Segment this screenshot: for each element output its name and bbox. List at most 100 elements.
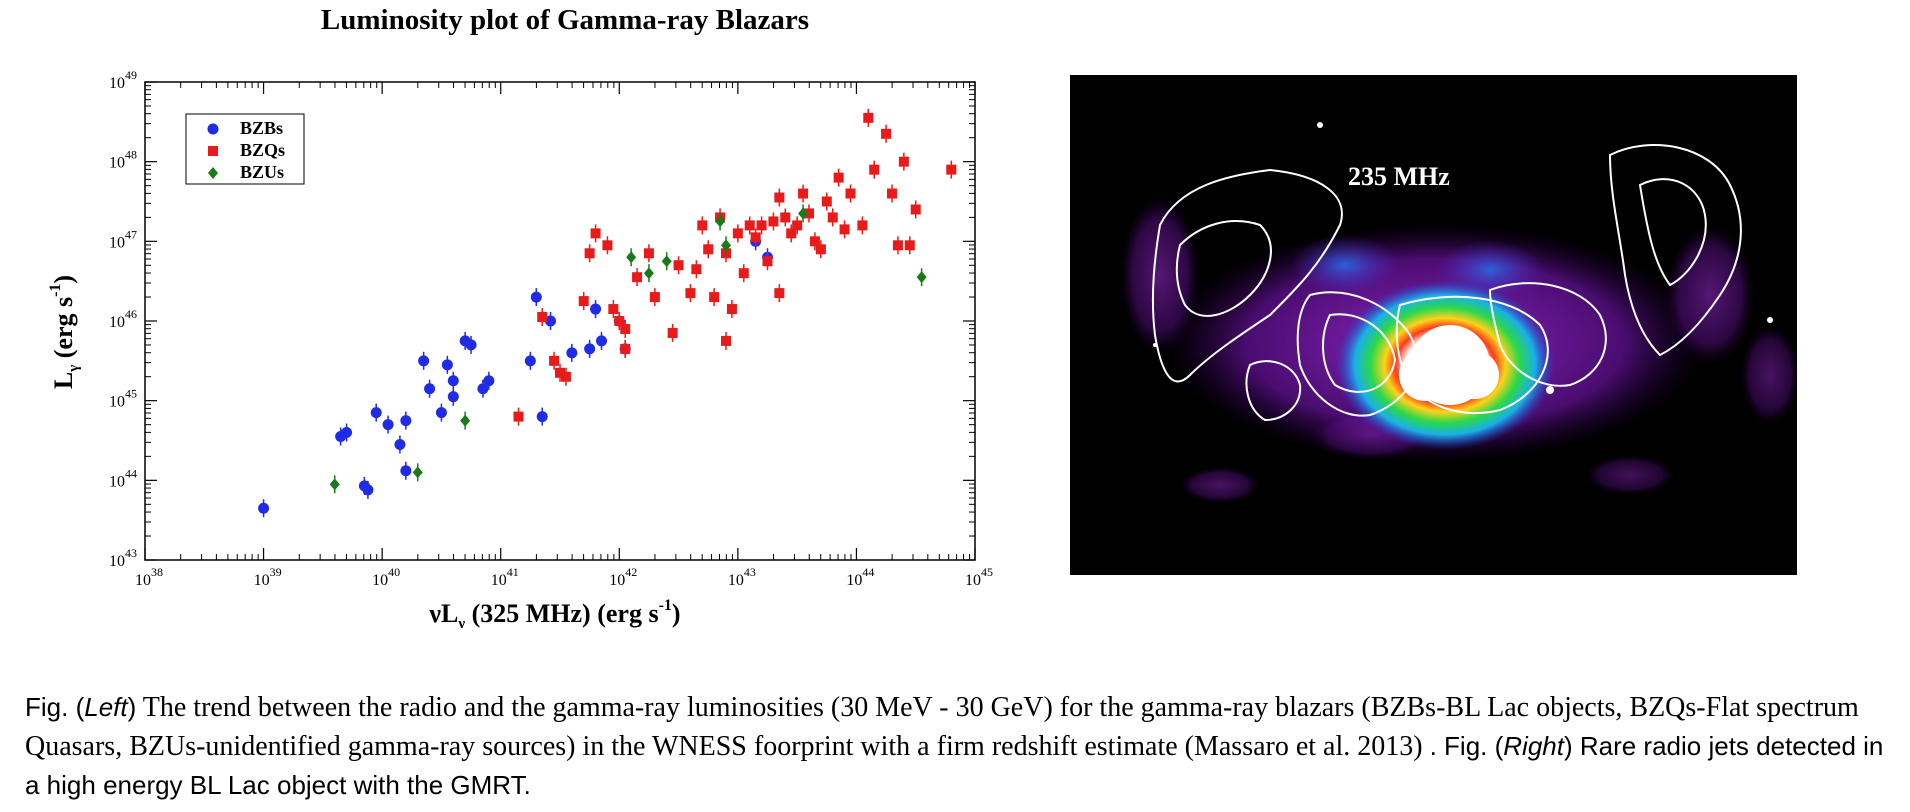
data-point-bzqs [744,220,755,231]
data-point-bzqs [732,228,743,239]
data-point-bzbs [435,407,447,419]
data-point-bzqs [703,244,714,255]
data-point-bzqs [946,164,957,175]
caption-right-text: ) Rare radio jets detected in a high ene… [25,731,1884,800]
data-point-bzus [715,215,726,228]
data-point-bzbs [566,347,578,359]
data-point-bzqs [774,192,785,203]
data-point-bzbs [400,465,412,477]
x-axis-label: νLν (325 MHz) (erg s-1) [428,597,680,632]
x-tick-label: 1040 [372,565,400,589]
data-point-bzqs [513,411,524,422]
data-point-bzqs [738,268,749,279]
data-markers [258,108,957,518]
data-point-bzus [643,267,654,280]
y-tick-labels: 1043 1044 1045 1046 1047 1048 1049 [109,68,137,570]
data-point-bzus [460,414,471,427]
caption-fig-left-prefix: Fig. ( [25,692,85,722]
legend-label-bzqs: BZQs [240,140,285,160]
data-point-bzus [721,239,731,252]
legend-marker-bzbs [207,123,219,135]
data-point-bzbs [596,335,607,347]
data-point-bzqs [910,204,921,215]
data-point-bzqs [685,288,696,299]
data-point-bzqs [590,228,601,239]
legend-label-bzus: BZUs [240,162,284,182]
data-point-bzus [329,478,340,491]
data-point-bzbs [400,415,412,427]
data-point-bzqs [667,327,678,338]
x-tick-label: 1043 [728,565,756,589]
data-point-bzqs [750,232,761,243]
x-tick-label: 1044 [846,565,874,589]
legend-label-bzbs: BZBs [240,118,283,138]
data-point-bzqs [620,323,631,334]
data-point-bzqs [892,240,903,251]
data-point-bzqs [887,188,897,199]
data-point-bzqs [774,288,785,299]
data-point-bzbs [382,419,394,431]
caption-fig-right-prefix: . Fig. ( [1429,731,1504,761]
data-point-bzbs [530,291,542,303]
data-point-bzqs [578,296,589,307]
data-point-bzqs [798,188,809,199]
scatter-plot: 1043 1044 1045 1046 1047 1048 1049 1038 1039 104… [47,68,993,632]
data-point-bzbs [524,355,536,367]
data-point-bzbs [447,375,459,387]
data-point-bzqs [869,164,880,175]
data-point-bzqs [863,112,874,123]
data-point-bzqs [857,220,868,231]
data-point-bzqs [721,335,731,346]
x-tick-label: 1041 [491,565,519,589]
y-axis-label: Lγ (erg s-1) [47,275,82,389]
data-point-bzbs [590,303,602,315]
data-point-bzbs [584,343,596,355]
data-point-bzqs [620,343,631,354]
data-point-bzus [412,466,423,479]
y-tick-label: 1044 [109,466,137,490]
data-point-bzus [916,271,927,284]
data-point-bzqs [898,156,909,167]
data-point-bzqs [602,240,613,251]
frequency-label: 235 MHz [1348,162,1450,191]
y-tick-label: 1046 [109,307,137,331]
data-point-bzus [626,251,637,264]
data-point-bzqs [804,208,814,219]
data-point-bzqs [726,304,737,315]
data-point-bzqs [845,188,856,199]
data-point-bzqs [756,220,767,231]
data-point-bzqs [649,292,660,303]
data-point-bzbs [536,411,548,423]
data-point-bzqs [821,196,832,207]
data-point-bzqs [560,371,571,382]
x-tick-labels: 1038 1039 1040 1041 1042 1043 1044 1045 [135,565,993,589]
data-point-bzqs [881,128,892,139]
data-point-bzqs [608,304,619,315]
data-point-bzbs [258,502,270,514]
data-point-bzqs [827,212,838,223]
data-point-bzqs [632,272,643,283]
data-point-bzbs [477,383,489,395]
caption-left-word: Left [84,692,128,722]
data-point-bzqs [673,260,684,271]
y-tick-label: 1048 [109,148,137,172]
data-point-bzbs [394,438,406,450]
data-point-bzbs [362,484,374,496]
data-point-bzbs [370,407,382,419]
x-tick-label: 1045 [965,565,993,589]
x-tick-label: 1038 [135,565,163,589]
radio-jet-image: 235 MHz [1070,75,1797,575]
data-point-bzqs [904,240,915,251]
data-point-bzqs [643,248,654,259]
y-tick-label: 1043 [109,546,137,570]
data-point-bzbs [341,427,353,439]
axis-ticks [144,81,976,561]
data-point-bzqs [614,316,625,326]
data-point-bzqs [839,224,850,235]
data-point-bzqs [792,220,803,231]
caption-close-paren: ) [127,692,137,722]
legend-box [185,113,305,185]
data-point-bzqs [780,212,791,223]
data-point-bzqs [691,264,702,275]
